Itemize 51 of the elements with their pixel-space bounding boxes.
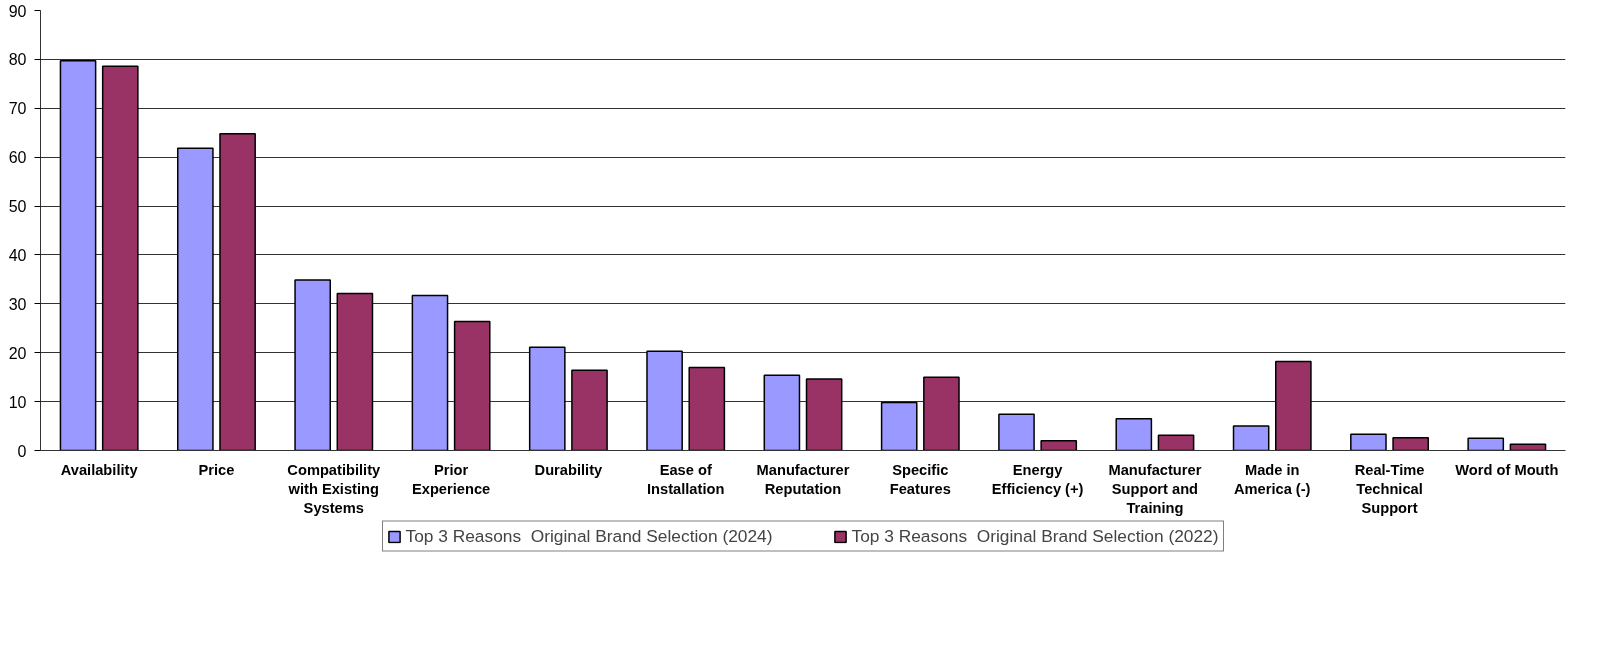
x-tick-label: Made in America (-) <box>1233 461 1311 497</box>
bar <box>1467 437 1505 451</box>
bar <box>101 65 139 451</box>
y-tick-label: 70 <box>8 100 27 118</box>
bar <box>336 292 374 451</box>
bar <box>1040 439 1078 451</box>
x-tick-label: Specific Features <box>889 461 951 497</box>
x-tick-label: Energy Efficiency (+) <box>991 461 1084 497</box>
legend-label: Top 3 Reasons Original Brand Selection (2022) <box>851 525 1219 547</box>
bar <box>411 294 449 451</box>
x-tick-label: Real-Time Technical Support <box>1354 461 1425 516</box>
bar <box>294 279 331 451</box>
y-tick-label: 60 <box>8 149 27 167</box>
bar <box>453 320 491 451</box>
y-tick-label: 50 <box>8 198 27 216</box>
x-tick-label: Price <box>198 461 235 478</box>
bar <box>1115 417 1153 451</box>
y-tick-label: 80 <box>8 51 27 69</box>
bar <box>1157 434 1195 451</box>
x-tick-label: Word of Mouth <box>1455 461 1559 478</box>
legend-label: Top 3 Reasons Original Brand Selection (2024) <box>405 525 773 547</box>
bar <box>177 147 214 451</box>
bar <box>1232 425 1270 451</box>
bar <box>763 374 801 451</box>
y-tick-label: 30 <box>8 295 27 313</box>
bar <box>923 376 960 451</box>
bar <box>1509 443 1547 451</box>
x-tick-label: Manufacturer Support and Training <box>1108 461 1202 516</box>
bar <box>880 401 918 451</box>
bar <box>1392 437 1429 451</box>
bar <box>528 346 566 451</box>
x-tick-label: Compatibility with Existing Systems <box>287 461 382 516</box>
y-tick-label: 20 <box>8 344 27 362</box>
bar <box>219 132 256 451</box>
x-tick-label: Ease of Installation <box>647 461 725 497</box>
x-tick-label: Prior Experience <box>411 461 491 497</box>
x-tick-label: Durability <box>534 461 604 478</box>
bar <box>805 378 843 451</box>
x-tick-label: Manufacturer Reputation <box>756 461 850 497</box>
bar <box>1350 433 1387 451</box>
bar <box>998 413 1035 451</box>
bar <box>59 60 97 451</box>
bar <box>646 350 683 451</box>
y-tick-label: 90 <box>8 2 27 20</box>
bar <box>571 369 608 451</box>
y-tick-label: 40 <box>8 246 27 264</box>
x-tick-label: Availability <box>60 461 139 478</box>
y-tick-label: 0 <box>17 442 27 460</box>
bar <box>1275 360 1312 451</box>
y-tick-label: 10 <box>8 393 27 411</box>
bar <box>688 366 726 451</box>
